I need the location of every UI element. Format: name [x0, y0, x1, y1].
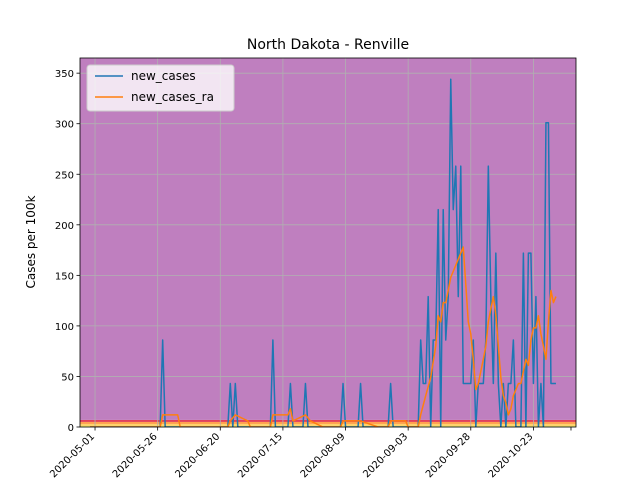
y-axis: 0 50 100 150 200 250 300 350: [55, 69, 80, 434]
y-tick-label-5: 250: [55, 170, 74, 181]
y-tick-label-7: 350: [55, 69, 74, 80]
plot-frame: [79, 57, 577, 428]
plot-area: [79, 57, 577, 428]
legend-label-new-cases: new_cases: [131, 69, 196, 83]
legend-label-new-cases-ra: new_cases_ra: [131, 90, 214, 104]
series-line-new-cases: [90, 78, 556, 427]
y-tick-label-4: 200: [55, 221, 74, 232]
background-band-3: [80, 419, 576, 422]
y-axis-title: Cases per 100k: [24, 195, 38, 288]
y-tick-label-3: 150: [55, 271, 74, 282]
y-tick-label-2: 100: [55, 322, 74, 333]
background-band-4: [80, 58, 576, 420]
background-band-2: [80, 421, 576, 424]
series-group: [90, 78, 557, 427]
series-line-new-cases-ra: [90, 246, 557, 427]
background-band-1: [80, 423, 576, 426]
legend: new_cases new_cases_ra: [86, 64, 235, 112]
chart-title: North Dakota - Renville: [247, 37, 409, 53]
y-tick-label-6: 300: [55, 120, 74, 131]
legend-box: [86, 64, 235, 112]
y-tick-label-1: 50: [61, 372, 74, 383]
y-tick-label-0: 0: [68, 423, 74, 434]
